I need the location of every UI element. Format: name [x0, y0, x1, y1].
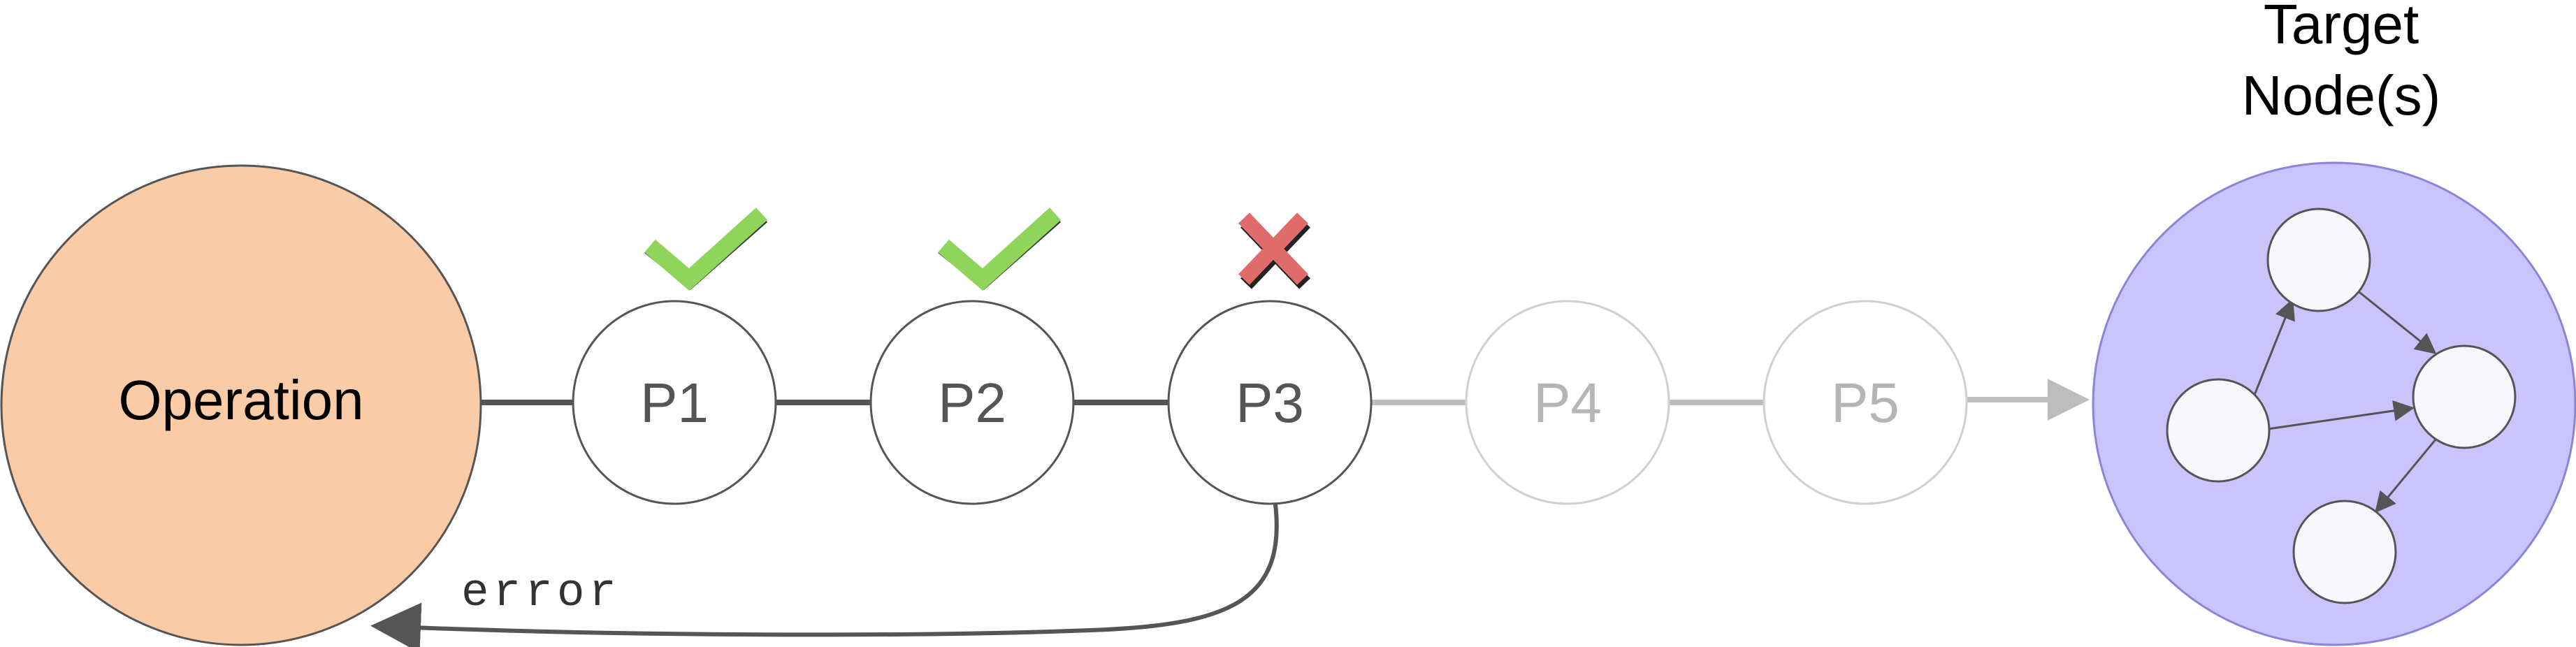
graph-node: [2166, 378, 2271, 483]
check-icon: [938, 208, 1062, 291]
graph-edge: [2375, 438, 2438, 514]
graph-node: [2266, 208, 2371, 312]
target-node: [2092, 161, 2576, 646]
operation-label: Operation: [118, 369, 363, 431]
operation-node: Operation: [0, 164, 482, 646]
cross-icon: [1238, 212, 1310, 289]
check-icon: [644, 208, 768, 291]
target-label-line2: Node(s): [2242, 64, 2441, 126]
graph-node: [2292, 500, 2397, 604]
step-label: P5: [1831, 372, 1900, 434]
step-node-p5: P5: [1763, 300, 1968, 505]
step-node-p3: P3: [1167, 300, 1373, 505]
graph-edge: [2356, 289, 2437, 354]
step-node-p4: P4: [1465, 300, 1670, 505]
target-label-line1: Target: [2264, 0, 2419, 55]
error-label: error: [461, 567, 621, 619]
step-label: P2: [938, 372, 1006, 434]
step-label: P4: [1533, 372, 1602, 434]
step-label: P3: [1236, 372, 1304, 434]
step-node-p2: P2: [869, 300, 1075, 505]
arrow-head-icon: [2048, 379, 2090, 421]
graph-node: [2412, 344, 2517, 449]
error-return-path: [370, 504, 1279, 647]
step-label: P1: [640, 372, 709, 434]
graph-edge: [2267, 400, 2415, 430]
step-node-p1: P1: [572, 300, 777, 505]
